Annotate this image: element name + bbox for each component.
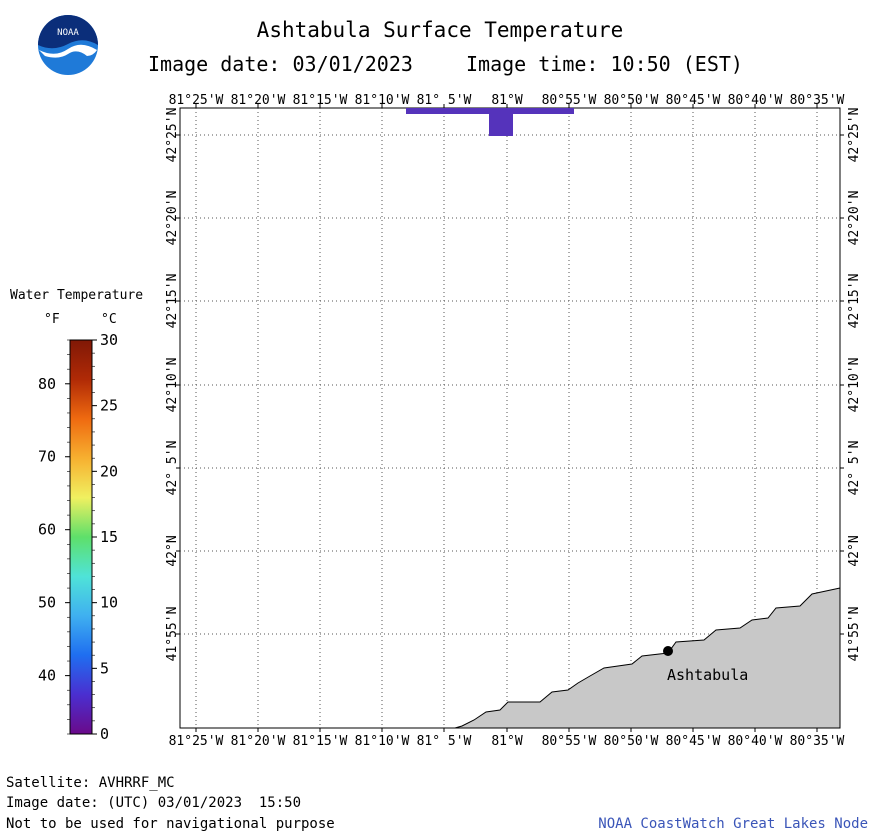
- legend-f-tick: 40: [38, 667, 56, 685]
- legend-c-tick: 0: [100, 725, 109, 743]
- legend-unit-c: °C: [101, 312, 117, 327]
- legend-c-tick: 25: [100, 397, 118, 415]
- longitude-label-bottom: 80°40'W: [728, 734, 783, 749]
- latitude-label-right: 42°25'N: [847, 108, 862, 163]
- latitude-label-right: 42°10'N: [847, 358, 862, 413]
- longitude-label-bottom: 80°45'W: [666, 734, 721, 749]
- legend-unit-f: °F: [44, 312, 60, 327]
- latitude-label-left: 41°55'N: [165, 607, 180, 662]
- latitude-label-right: 42°20'N: [847, 191, 862, 246]
- satellite-label: Satellite: AVHRRF_MC: [6, 775, 175, 791]
- longitude-label-bottom: 81°W: [491, 734, 522, 749]
- latitude-label-right: 42°N: [847, 535, 862, 566]
- legend-c-tick: 15: [100, 528, 118, 546]
- longitude-label-top: 80°45'W: [666, 93, 721, 108]
- latitude-label-right: 42°15'N: [847, 274, 862, 329]
- longitude-label-top: 81°20'W: [231, 93, 286, 108]
- longitude-label-bottom: 80°35'W: [790, 734, 845, 749]
- latitude-label-left: 42°15'N: [165, 274, 180, 329]
- latitude-label-left: 42°N: [165, 535, 180, 566]
- legend-f-tick: 80: [38, 375, 56, 393]
- latitude-label-left: 42°10'N: [165, 358, 180, 413]
- longitude-label-top: 81°15'W: [293, 93, 348, 108]
- logo-text: NOAA: [57, 28, 79, 38]
- longitude-label-bottom: 81°10'W: [355, 734, 410, 749]
- latitude-label-left: 42° 5'N: [165, 441, 180, 496]
- longitude-label-bottom: 81°25'W: [169, 734, 224, 749]
- longitude-label-top: 81° 5'W: [417, 93, 472, 108]
- legend-title: Water Temperature: [10, 288, 144, 303]
- latitude-label-right: 41°55'N: [847, 607, 862, 662]
- map-panel: Ashtabula 81°25'W 81°20'W 81°15'W 81°10'W 81…: [165, 93, 862, 749]
- longitude-label-top: 80°35'W: [790, 93, 845, 108]
- legend-f-tick: 70: [38, 448, 56, 466]
- sst-data-block: [489, 108, 513, 136]
- utc-date-label: Image date: (UTC) 03/01/2023 15:50: [6, 795, 302, 811]
- longitude-label-bottom: 81°20'W: [231, 734, 286, 749]
- legend-c-tick: 5: [100, 659, 109, 677]
- longitude-label-top: 80°55'W: [542, 93, 597, 108]
- map-title: Ashtabula Surface Temperature: [256, 18, 624, 42]
- longitude-label-bottom: 81°15'W: [293, 734, 348, 749]
- image-date-label: Image date: 03/01/2023: [148, 52, 413, 76]
- disclaimer-label: Not to be used for navigational purpose: [6, 816, 335, 832]
- legend-c-tick: 10: [100, 594, 118, 612]
- longitude-label-top: 81°25'W: [169, 93, 224, 108]
- longitude-label-top: 81°10'W: [355, 93, 410, 108]
- longitude-label-top: 80°40'W: [728, 93, 783, 108]
- legend-f-tick: 60: [38, 521, 56, 539]
- longitude-label-bottom: 81° 5'W: [417, 734, 472, 749]
- map-frame: [179, 107, 841, 729]
- legend-f-tick: 50: [38, 594, 56, 612]
- legend-c-tick: 20: [100, 462, 118, 480]
- city-label: Ashtabula: [667, 666, 748, 684]
- longitude-label-bottom: 80°50'W: [604, 734, 659, 749]
- latitude-label-left: 42°25'N: [165, 108, 180, 163]
- longitude-label-top: 81°W: [491, 93, 522, 108]
- noaa-logo: NOAA: [38, 15, 98, 75]
- latitude-label-left: 42°20'N: [165, 191, 180, 246]
- latitude-label-right: 42° 5'N: [847, 441, 862, 496]
- legend-c-tick: 30: [100, 331, 118, 349]
- city-marker: [663, 646, 673, 656]
- longitude-label-bottom: 80°55'W: [542, 734, 597, 749]
- longitude-label-top: 80°50'W: [604, 93, 659, 108]
- image-time-label: Image time: 10:50 (EST): [466, 52, 743, 76]
- land-area: [454, 587, 841, 729]
- credit-label: NOAA CoastWatch Great Lakes Node: [598, 816, 868, 832]
